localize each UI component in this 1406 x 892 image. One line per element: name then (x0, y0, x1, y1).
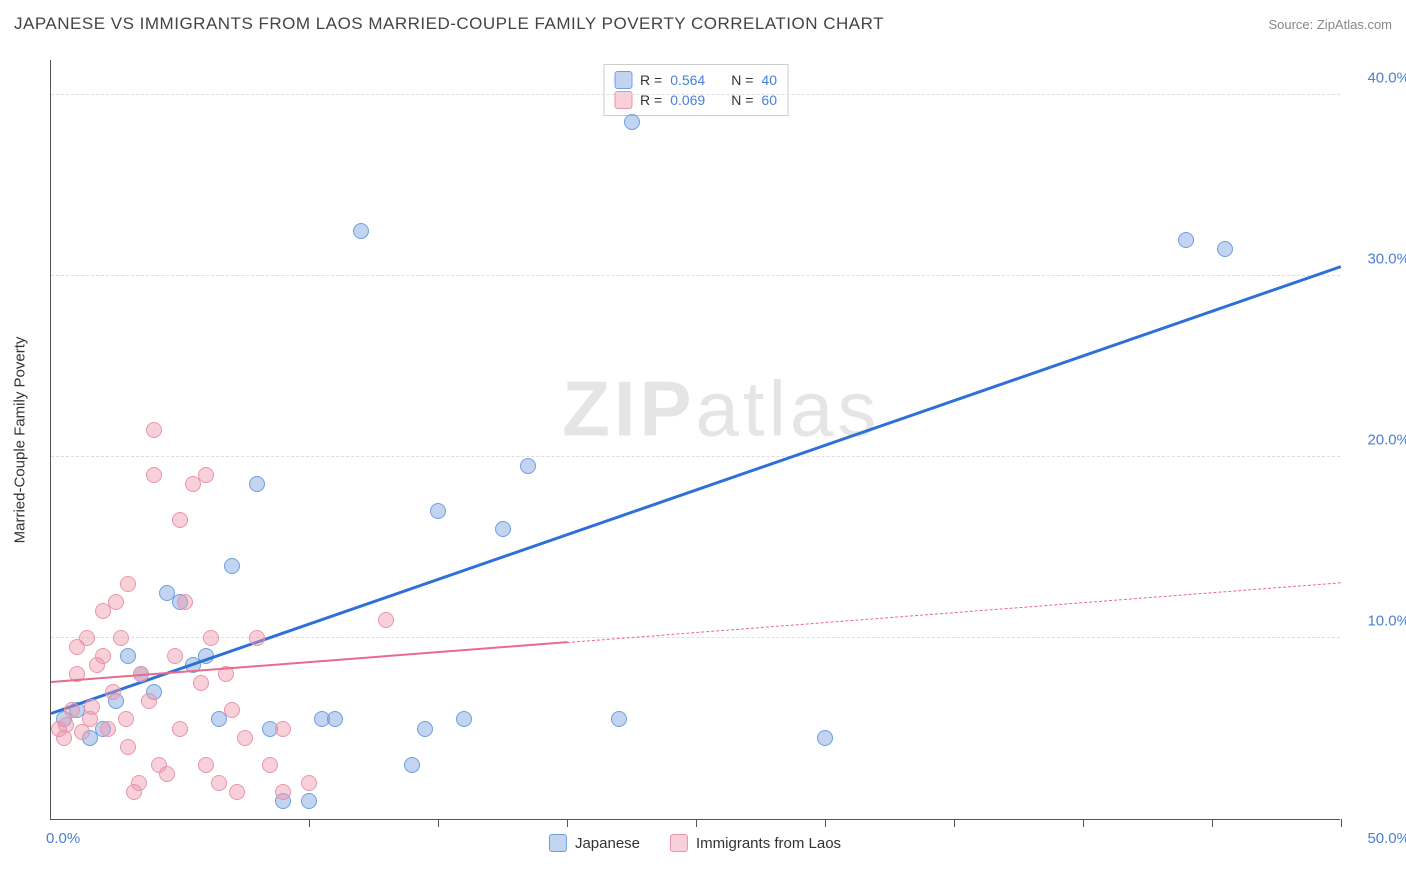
data-point (301, 775, 317, 791)
gridline (51, 637, 1340, 638)
data-point (146, 467, 162, 483)
data-point (262, 757, 278, 773)
data-point (353, 223, 369, 239)
data-point (105, 684, 121, 700)
data-point (275, 721, 291, 737)
data-point (193, 675, 209, 691)
data-point (100, 721, 116, 737)
data-point (120, 739, 136, 755)
data-point (131, 775, 147, 791)
x-axis-max-label: 50.0% (1367, 830, 1406, 847)
data-point (79, 630, 95, 646)
n-value: 40 (761, 72, 777, 88)
data-point (172, 512, 188, 528)
data-point (378, 612, 394, 628)
data-point (229, 784, 245, 800)
data-point (404, 757, 420, 773)
gridline (51, 275, 1340, 276)
y-axis-title: Married-Couple Family Poverty (12, 337, 29, 544)
x-tick (1083, 819, 1084, 827)
data-point (159, 766, 175, 782)
data-point (84, 699, 100, 715)
data-point (113, 630, 129, 646)
data-point (456, 711, 472, 727)
data-point (211, 775, 227, 791)
correlation-stats-box: R =0.564N =40R =0.069N =60 (603, 64, 788, 116)
series-swatch (614, 71, 632, 89)
r-label: R = (640, 72, 662, 88)
y-tick-label: 40.0% (1367, 70, 1406, 87)
chart-header: JAPANESE VS IMMIGRANTS FROM LAOS MARRIED… (14, 14, 1392, 34)
gridline (51, 456, 1340, 457)
data-point (624, 114, 640, 130)
data-point (108, 594, 124, 610)
data-point (198, 467, 214, 483)
data-point (224, 702, 240, 718)
data-point (118, 711, 134, 727)
data-point (249, 476, 265, 492)
data-point (430, 503, 446, 519)
data-point (203, 630, 219, 646)
data-point (301, 793, 317, 809)
x-tick (438, 819, 439, 827)
legend: Japanese Immigrants from Laos (549, 834, 841, 852)
series-swatch (670, 834, 688, 852)
data-point (95, 648, 111, 664)
data-point (177, 594, 193, 610)
data-point (237, 730, 253, 746)
gridline (51, 94, 1340, 95)
data-point (120, 576, 136, 592)
x-tick (1212, 819, 1213, 827)
x-tick (825, 819, 826, 827)
chart-area: Married-Couple Family Poverty ZIPatlas R… (50, 60, 1340, 820)
x-tick (1341, 819, 1342, 827)
data-point (64, 702, 80, 718)
r-value: 0.564 (670, 72, 705, 88)
data-point (141, 693, 157, 709)
legend-item: Immigrants from Laos (670, 834, 841, 852)
y-tick-label: 10.0% (1367, 613, 1406, 630)
data-point (172, 721, 188, 737)
data-point (146, 422, 162, 438)
data-point (520, 458, 536, 474)
n-label: N = (731, 72, 753, 88)
data-point (198, 757, 214, 773)
series-swatch (549, 834, 567, 852)
x-tick (309, 819, 310, 827)
scatter-plot: ZIPatlas R =0.564N =40R =0.069N =60 0.0%… (50, 60, 1340, 820)
data-point (249, 630, 265, 646)
data-point (611, 711, 627, 727)
legend-label: Japanese (575, 835, 640, 852)
data-point (495, 521, 511, 537)
data-point (275, 784, 291, 800)
chart-source: Source: ZipAtlas.com (1268, 17, 1392, 32)
data-point (1178, 232, 1194, 248)
stats-row: R = 0.564 N = 40 (614, 71, 777, 89)
data-point (417, 721, 433, 737)
data-point (120, 648, 136, 664)
y-tick-label: 30.0% (1367, 251, 1406, 268)
trend-line (51, 265, 1342, 714)
x-tick (954, 819, 955, 827)
data-point (167, 648, 183, 664)
data-point (327, 711, 343, 727)
data-point (817, 730, 833, 746)
trend-line-extrapolated (567, 583, 1341, 644)
data-point (224, 558, 240, 574)
x-axis-origin-label: 0.0% (46, 830, 80, 847)
legend-label: Immigrants from Laos (696, 835, 841, 852)
data-point (58, 717, 74, 733)
y-tick-label: 20.0% (1367, 432, 1406, 449)
x-tick (696, 819, 697, 827)
x-tick (567, 819, 568, 827)
legend-item: Japanese (549, 834, 640, 852)
data-point (1217, 241, 1233, 257)
chart-title: JAPANESE VS IMMIGRANTS FROM LAOS MARRIED… (14, 14, 884, 34)
